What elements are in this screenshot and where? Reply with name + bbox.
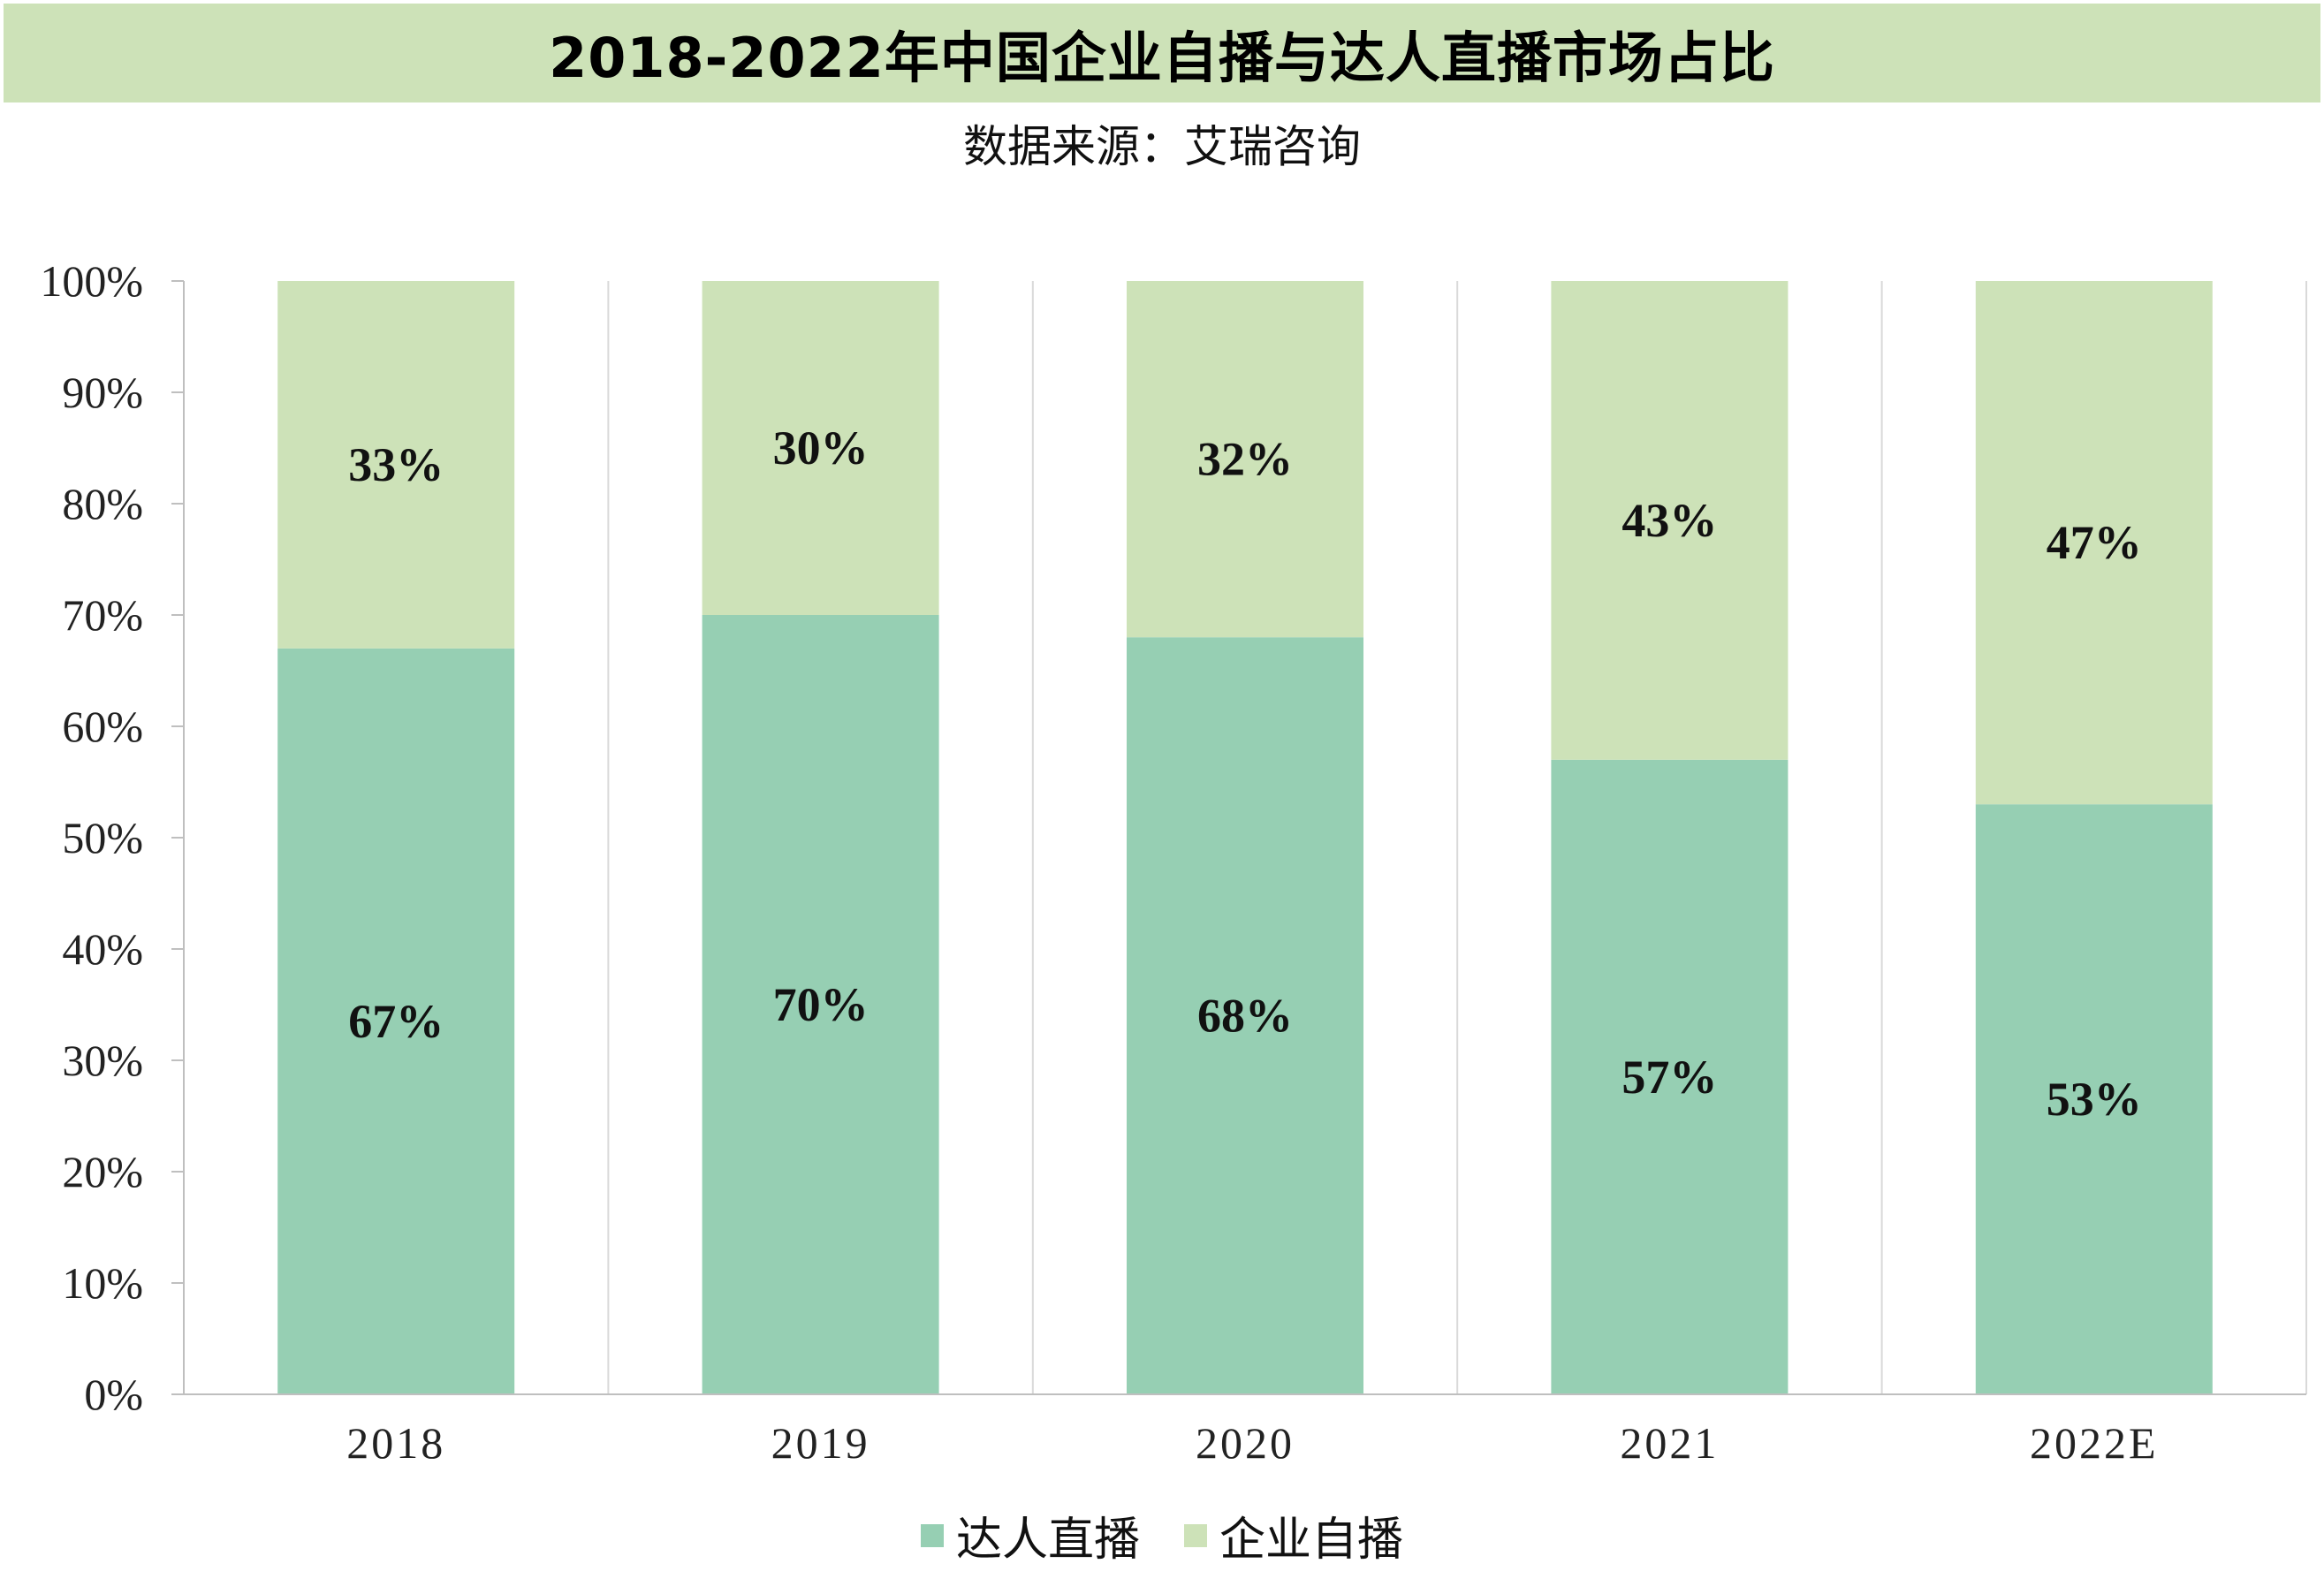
y-tick-label: 40% [62, 924, 143, 974]
bar-series1 [277, 648, 515, 1394]
legend-item-series2: 企业自播 [1184, 1502, 1403, 1568]
bar-series2 [1127, 281, 1363, 638]
data-label: 33% [348, 438, 444, 491]
data-label: 53% [2047, 1073, 2142, 1126]
x-tick-label: 2022E [2030, 1418, 2159, 1468]
data-label: 68% [1197, 990, 1293, 1043]
x-tick-label: 2021 [1620, 1418, 1719, 1468]
data-label: 32% [1197, 433, 1293, 486]
bar-series1 [1127, 637, 1363, 1394]
y-tick-label: 10% [62, 1258, 143, 1308]
bar-series2 [1551, 281, 1789, 760]
x-tick-label: 2019 [771, 1418, 870, 1468]
legend-swatch-series1 [920, 1523, 944, 1547]
x-tick-label: 2020 [1196, 1418, 1295, 1468]
bar-series2 [277, 281, 515, 649]
legend: 达人直播 企业自播 [0, 1502, 2324, 1568]
y-tick-label: 50% [62, 813, 143, 862]
title-bar: 2018-2022年中国企业自播与达人直播市场占比 [4, 4, 2320, 102]
y-tick-label: 20% [62, 1147, 143, 1196]
legend-label-series1: 达人直播 [955, 1514, 1140, 1567]
data-label: 57% [1621, 1051, 1717, 1104]
chart-title: 2018-2022年中国企业自播与达人直播市场占比 [549, 26, 1775, 90]
y-tick-label: 100% [40, 256, 143, 306]
y-tick-label: 90% [62, 368, 143, 417]
bar-series1 [702, 615, 939, 1394]
y-tick-label: 70% [62, 590, 143, 640]
legend-label-series2: 企业自播 [1219, 1514, 1404, 1567]
y-tick-label: 60% [62, 702, 143, 751]
bar-series1 [1975, 804, 2213, 1394]
y-tick-label: 30% [62, 1036, 143, 1085]
data-label: 30% [773, 421, 869, 474]
legend-item-series1: 达人直播 [920, 1502, 1140, 1568]
x-tick-label: 2018 [346, 1418, 445, 1468]
chart-subtitle: 数据来源：艾瑞咨询 [963, 121, 1361, 172]
legend-swatch-series2 [1184, 1523, 1207, 1547]
bar-series1 [1551, 759, 1789, 1394]
stacked-bar-chart: 0% 10% 20% 30% 40% 50% 60% 70% 80% 90% 100% 67% 33% 2… [40, 256, 2307, 1468]
y-tick-label: 80% [62, 479, 143, 528]
bar-series2 [1975, 281, 2213, 805]
data-label: 67% [348, 995, 444, 1048]
y-tick-label: 0% [84, 1370, 143, 1419]
bar-series2 [702, 281, 939, 615]
data-label: 70% [773, 978, 869, 1031]
data-label: 43% [1621, 494, 1717, 547]
data-label: 47% [2047, 516, 2142, 569]
